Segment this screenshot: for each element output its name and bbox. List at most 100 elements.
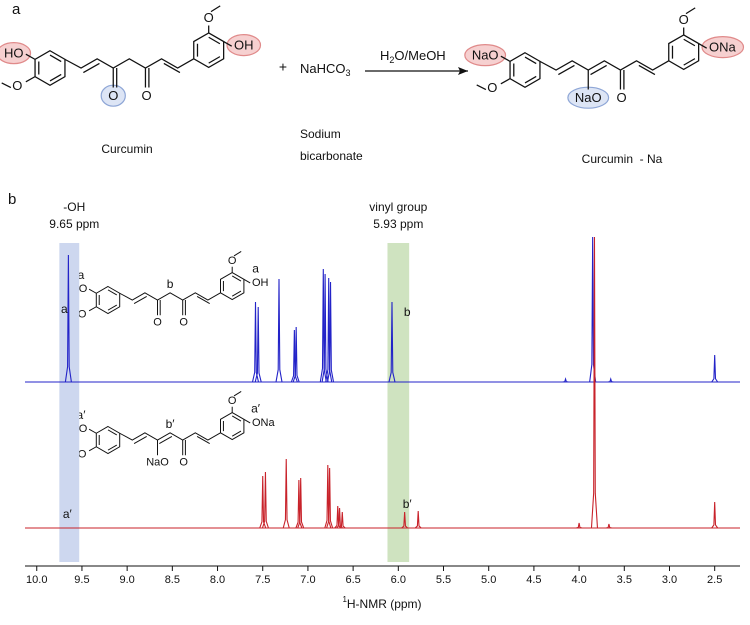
atom-label: O xyxy=(679,12,689,27)
proton-label: b′ xyxy=(166,417,176,431)
peak xyxy=(321,273,329,383)
spectra xyxy=(25,236,740,529)
highlight-ellipse xyxy=(701,35,745,59)
peak xyxy=(64,254,72,383)
peak xyxy=(575,522,583,529)
peak xyxy=(295,479,303,529)
peak xyxy=(562,377,569,383)
x-tick-label: 8.5 xyxy=(165,574,180,586)
peak xyxy=(334,505,342,529)
peak xyxy=(275,278,283,383)
x-tick-label: 3.0 xyxy=(662,574,677,586)
atom-label: O xyxy=(108,88,118,103)
reagent-name: Sodium xyxy=(300,127,341,141)
peak xyxy=(297,477,305,529)
x-tick-label: 9.5 xyxy=(74,574,89,586)
panel-label: a xyxy=(12,1,21,18)
atom-label: O xyxy=(179,316,188,328)
atom-label: O xyxy=(153,316,162,328)
peak xyxy=(414,510,422,529)
atom-label: O xyxy=(228,395,237,407)
x-axis-label: 1H-NMR (ppm) xyxy=(342,595,421,611)
conditions: H2O/MeOH xyxy=(380,48,446,65)
conditions-text: O/MeOH xyxy=(394,48,445,63)
peak xyxy=(605,523,613,529)
x-axis-label-text: H-NMR (ppm) xyxy=(347,597,422,611)
compound-name: Curcumin xyxy=(101,142,152,156)
atom-label: ONa xyxy=(709,40,737,55)
atom-label: O xyxy=(142,88,152,103)
peak-label: a xyxy=(61,302,68,316)
highlight-ellipse xyxy=(0,42,32,65)
labels: -OH 9.65 ppm vinyl group 5.93 ppm a b a′ b′ xyxy=(49,200,427,521)
peak xyxy=(290,329,298,383)
conditions-subscript: 2 xyxy=(389,55,394,65)
peak-label: b xyxy=(404,305,411,319)
conditions-text: H xyxy=(380,48,389,63)
highlight-bands xyxy=(59,243,410,562)
atom-label: OH xyxy=(234,38,254,53)
peak xyxy=(401,511,409,529)
highlight-band xyxy=(387,243,410,562)
band-label: 5.93 ppm xyxy=(373,217,423,231)
highlight-ellipse xyxy=(464,44,507,67)
atom-label: HO xyxy=(4,46,24,61)
x-tick-label: 3.5 xyxy=(617,574,632,586)
reagent-name: bicarbonate xyxy=(300,149,363,163)
atom-label: O xyxy=(228,255,237,267)
proton-label: a xyxy=(78,268,85,282)
atom-label: O xyxy=(78,308,87,320)
panel-label: b xyxy=(8,191,16,208)
arrow-head xyxy=(458,67,468,75)
peak xyxy=(711,501,719,529)
proton-label: b xyxy=(167,277,174,291)
plus-sign: + xyxy=(279,59,287,75)
atom-label: O xyxy=(78,448,87,460)
x-tick-label: 6.5 xyxy=(345,574,360,586)
band-label: vinyl group xyxy=(369,200,427,214)
atom-label: O xyxy=(12,78,22,93)
peak xyxy=(254,306,262,383)
x-tick-label: 5.5 xyxy=(436,574,451,586)
atom-label: ONa xyxy=(252,417,276,429)
x-axis-label-sup: 1 xyxy=(342,595,347,604)
peak xyxy=(326,467,334,529)
reagent-formula: NaHCO xyxy=(300,61,346,76)
highlight-band xyxy=(59,243,80,562)
atom-label: NaO xyxy=(146,456,169,468)
atom-label: NaO xyxy=(575,90,602,105)
x-tick-label: 9.0 xyxy=(119,574,134,586)
x-tick-label: 6.0 xyxy=(391,574,406,586)
peak-label: b′ xyxy=(403,497,413,511)
peak xyxy=(324,464,332,529)
band-label: -OH xyxy=(63,200,85,214)
atom-label: OH xyxy=(252,277,269,289)
proton-label: a xyxy=(252,262,259,276)
peak xyxy=(590,236,599,529)
proton-label: a′ xyxy=(77,408,87,422)
atom-label: O xyxy=(179,456,188,468)
x-tick-label: 7.5 xyxy=(255,574,270,586)
peak xyxy=(338,511,346,529)
compound-name: Curcumin - Na xyxy=(582,152,663,166)
atom-label: O xyxy=(487,80,497,95)
x-tick-label: 2.5 xyxy=(707,574,722,586)
x-tick-label: 4.0 xyxy=(571,574,586,586)
peak xyxy=(325,277,333,383)
atom-label: O xyxy=(204,10,214,25)
atom-label: NaO xyxy=(472,48,499,63)
x-tick-label: 10.0 xyxy=(26,574,47,586)
peak xyxy=(607,377,614,383)
band-label: 9.65 ppm xyxy=(49,217,99,231)
x-tick-label: 7.0 xyxy=(300,574,315,586)
x-tick-label: 5.0 xyxy=(481,574,496,586)
peak xyxy=(711,354,719,383)
x-tick-label: 4.5 xyxy=(526,574,541,586)
reagent-subscript: 3 xyxy=(346,68,351,78)
peak xyxy=(388,301,396,383)
peak xyxy=(261,471,269,529)
reagent: NaHCO3 xyxy=(300,61,351,78)
peak xyxy=(326,281,335,383)
